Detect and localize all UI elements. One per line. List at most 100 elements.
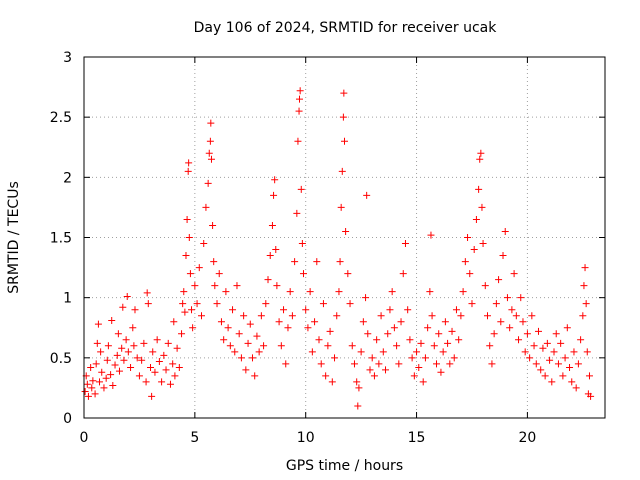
data-point	[377, 312, 385, 320]
data-point	[248, 354, 256, 362]
data-point	[515, 336, 523, 344]
data-point	[200, 240, 208, 248]
data-point	[107, 371, 115, 379]
data-point	[222, 288, 230, 296]
data-point	[572, 384, 580, 392]
data-point	[304, 324, 312, 332]
data-point	[175, 363, 183, 371]
data-point	[561, 354, 569, 362]
data-point	[270, 191, 278, 199]
data-point	[170, 318, 178, 326]
data-point	[348, 342, 356, 350]
data-point	[185, 234, 193, 241]
data-points	[81, 87, 595, 410]
data-point	[277, 342, 285, 350]
y-tick-label: 3	[63, 50, 72, 66]
data-point	[211, 282, 219, 290]
data-point	[92, 360, 100, 368]
data-point	[534, 327, 542, 335]
data-point	[393, 342, 401, 350]
data-point	[344, 270, 352, 278]
data-point	[526, 354, 534, 362]
data-point	[382, 366, 390, 374]
data-point	[87, 363, 95, 371]
data-point	[131, 306, 139, 314]
data-point	[461, 258, 469, 266]
data-point	[171, 372, 179, 380]
data-point	[135, 372, 143, 380]
data-point	[364, 330, 372, 338]
data-point	[517, 294, 525, 302]
data-point	[370, 372, 378, 380]
data-point	[444, 339, 452, 347]
data-point	[478, 203, 486, 211]
data-point	[273, 282, 281, 290]
data-point	[337, 203, 345, 211]
data-point	[528, 312, 536, 320]
data-point	[488, 360, 496, 368]
data-point	[182, 252, 190, 260]
data-point	[188, 306, 196, 314]
data-point	[363, 191, 371, 199]
data-point	[262, 300, 270, 308]
data-point	[162, 366, 170, 374]
data-point	[546, 356, 554, 364]
data-point	[557, 339, 565, 347]
data-point	[169, 360, 177, 368]
x-tick-label: 15	[408, 430, 426, 446]
data-point	[302, 306, 310, 314]
data-point	[164, 339, 172, 347]
data-point	[130, 342, 138, 350]
data-point	[271, 176, 279, 184]
data-point	[257, 312, 265, 320]
data-point	[530, 342, 538, 350]
data-point	[328, 378, 336, 386]
data-point	[475, 185, 483, 193]
data-point	[368, 354, 376, 362]
data-point	[424, 324, 432, 332]
data-point	[470, 246, 478, 254]
data-point	[298, 240, 306, 248]
data-point	[93, 339, 101, 347]
data-point	[148, 392, 156, 400]
data-point	[532, 360, 540, 368]
data-point	[419, 378, 427, 386]
data-point	[205, 149, 213, 157]
data-point	[497, 318, 505, 326]
data-point	[317, 360, 325, 368]
data-point	[124, 348, 132, 356]
data-point	[537, 366, 545, 374]
data-point	[255, 348, 263, 356]
data-point	[229, 306, 237, 314]
data-point	[184, 167, 192, 175]
data-point	[384, 330, 392, 338]
data-point	[295, 107, 303, 115]
data-point	[272, 246, 280, 254]
data-point	[108, 317, 116, 325]
data-point	[91, 390, 99, 398]
y-axis-label: SRMTID / TECUs	[6, 181, 22, 294]
data-point	[306, 288, 314, 296]
x-axis-label: GPS time / hours	[286, 458, 403, 474]
data-point	[122, 336, 130, 344]
data-point	[204, 179, 212, 187]
data-point	[554, 360, 562, 368]
data-point	[313, 258, 321, 266]
data-point	[404, 306, 412, 314]
data-point	[426, 288, 434, 296]
data-point	[147, 363, 155, 371]
data-point	[481, 282, 489, 290]
data-point	[539, 344, 547, 352]
data-point	[94, 320, 102, 328]
data-point	[288, 312, 296, 320]
data-point	[550, 348, 558, 356]
data-point	[81, 388, 89, 396]
data-point	[501, 227, 509, 235]
data-point	[401, 240, 409, 248]
data-point	[506, 324, 514, 332]
data-point	[490, 330, 498, 338]
data-point	[472, 215, 480, 223]
data-point	[459, 288, 467, 296]
data-point	[120, 356, 128, 364]
data-point	[574, 360, 582, 368]
